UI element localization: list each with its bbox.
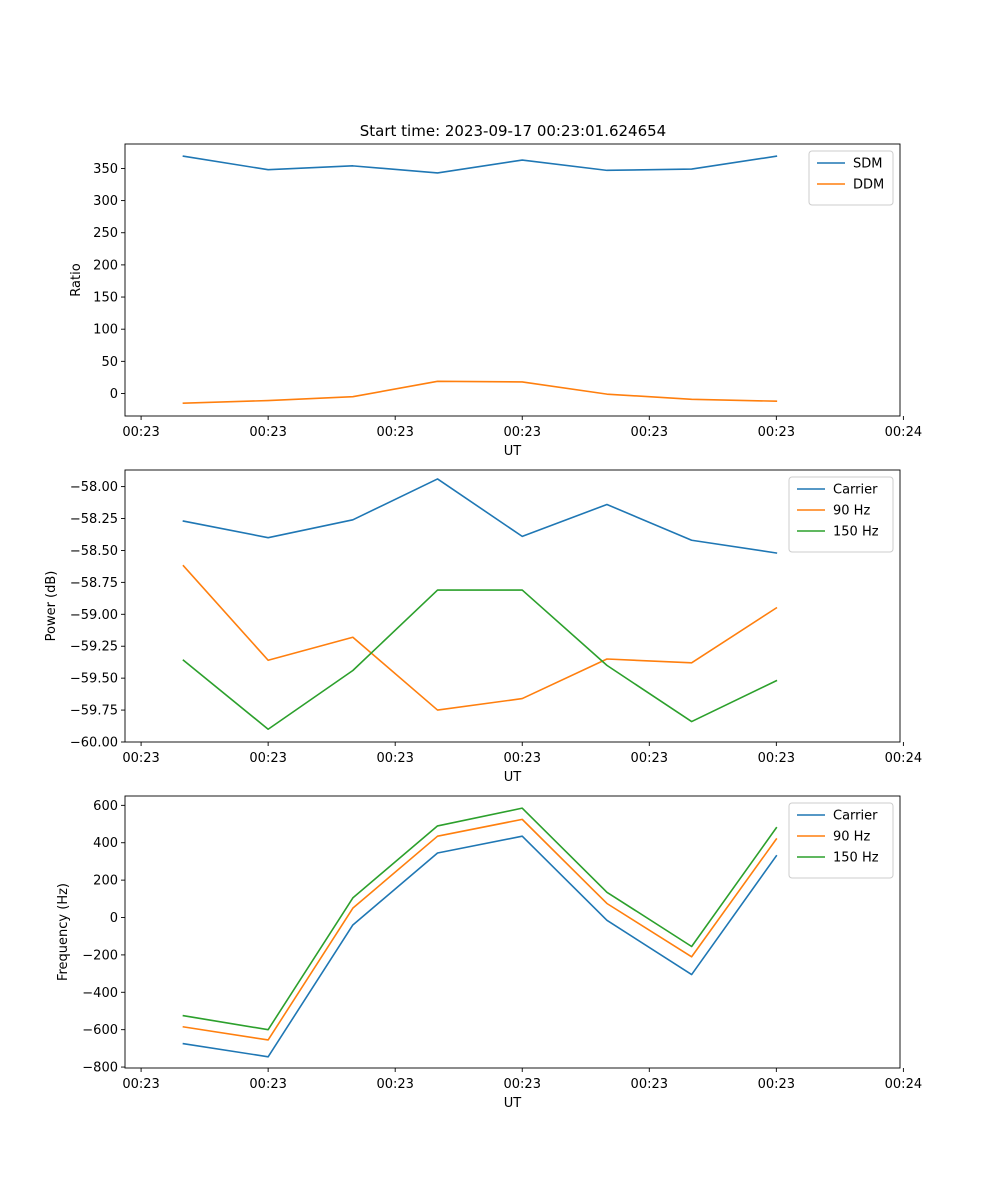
power-axes-frame [124,469,901,743]
power-x-tick-label: 00:24 [885,751,922,766]
power-y-tick-label: −59.50 [70,672,118,687]
ratio-y-tick-label: 0 [110,387,118,402]
frequency-legend-box [788,802,894,879]
frequency-y-tick-label: −200 [82,948,118,963]
frequency-x-tick-label: 00:23 [631,1077,668,1092]
frequency-y-tick-label: −600 [82,1023,118,1038]
ratio-legend-label-sdm: SDM [853,157,882,172]
figure-title: Start time: 2023-09-17 00:23:01.624654 [360,122,666,140]
ratio-x-tick-label: 00:23 [249,425,286,440]
frequency-y-tick-label: 200 [93,874,118,889]
power-y-tick-label: −58.75 [70,576,118,591]
power-legend: Carrier 90 Hz 150 Hz [788,476,894,553]
power-y-tick-label: −59.25 [70,640,118,655]
ratio-x-tick-label: 00:24 [885,425,922,440]
power-y-tick-label: −58.00 [70,480,118,495]
ratio-x-tick-label: 00:23 [376,425,413,440]
frequency-legend-label-90-hz: 90 Hz [833,830,870,845]
ratio-y-tick-label: 350 [93,162,118,177]
ratio-y-tick-label: 50 [101,355,118,370]
power-legend-label-carrier: Carrier [833,483,878,498]
power-series-line-90-hz [182,564,778,711]
frequency-y-tick-label: 600 [93,799,118,814]
ratio-y-tick-label: 300 [93,194,118,209]
frequency-x-axis-label: UT [504,1096,522,1111]
frequency-x-tick-label: 00:24 [885,1077,922,1092]
ratio-y-axis-label: Ratio [69,263,84,296]
frequency-x-tick-label: 00:23 [504,1077,541,1092]
ratio-x-tick-label: 00:23 [122,425,159,440]
frequency-legend-label-carrier: Carrier [833,809,878,824]
power-x-tick-label: 00:23 [631,751,668,766]
power-x-tick-label: 00:23 [504,751,541,766]
ratio-y-tick-label: 100 [93,323,118,338]
ratio-y-tick-label: 200 [93,258,118,273]
power-y-axis-label: Power (dB) [44,571,59,642]
power-x-tick-label: 00:23 [758,751,795,766]
ratio-series-line-ddm [182,380,778,404]
ratio-chart: 00:23 00:23 00:23 00:23 00:23 00:23 00:24 0 50 10… [69,143,922,459]
power-y-tick-label: −59.00 [70,608,118,623]
frequency-y-tick-label: −800 [82,1061,118,1076]
power-legend-label-90-hz: 90 Hz [833,504,870,519]
power-x-tick-label: 00:23 [249,751,286,766]
ratio-x-tick-label: 00:23 [758,425,795,440]
frequency-legend-label-150-hz: 150 Hz [833,851,879,866]
ratio-series-line-sdm [182,155,778,174]
frequency-x-tick-label: 00:23 [122,1077,159,1092]
ratio-y-tick-label: 150 [93,291,118,306]
power-y-tick-label: −58.50 [70,544,118,559]
frequency-legend: Carrier 90 Hz 150 Hz [788,802,894,879]
power-y-tick-label: −58.25 [70,512,118,527]
power-x-tick-label: 00:23 [376,751,413,766]
frequency-y-axis-label: Frequency (Hz) [56,883,71,981]
ratio-x-axis-label: UT [504,444,522,459]
frequency-series-line-150-hz [182,807,778,1031]
frequency-y-tick-label: 400 [93,836,118,851]
power-series-line-150-hz [182,589,778,731]
frequency-axes-frame [124,795,901,1069]
ratio-y-tick-label: 250 [93,226,118,241]
frequency-x-tick-label: 00:23 [249,1077,286,1092]
ratio-x-tick-label: 00:23 [631,425,668,440]
frequency-x-tick-label: 00:23 [758,1077,795,1092]
frequency-x-tick-label: 00:23 [376,1077,413,1092]
ratio-axes-frame [124,143,901,417]
power-x-tick-label: 00:23 [122,751,159,766]
frequency-series-line-90-hz [182,818,778,1041]
power-x-axis-label: UT [504,770,522,785]
ratio-legend-box [808,150,894,206]
power-legend-label-150-hz: 150 Hz [833,525,879,540]
frequency-chart: 00:23 00:23 00:23 00:23 00:23 00:23 00:24 −800 −… [56,795,922,1111]
power-y-tick-label: −60.00 [70,736,118,751]
frequency-y-tick-label: −400 [82,986,118,1001]
frequency-series-line-carrier [182,835,778,1058]
ratio-legend: SDM DDM [808,150,894,206]
ratio-legend-label-ddm: DDM [853,178,884,193]
power-chart: 00:23 00:23 00:23 00:23 00:23 00:23 00:24 −60.0… [44,469,922,785]
power-legend-box [788,476,894,553]
power-series-line-carrier [182,478,778,554]
power-y-tick-label: −59.75 [70,704,118,719]
ratio-x-tick-label: 00:23 [504,425,541,440]
frequency-y-tick-label: 0 [110,911,118,926]
